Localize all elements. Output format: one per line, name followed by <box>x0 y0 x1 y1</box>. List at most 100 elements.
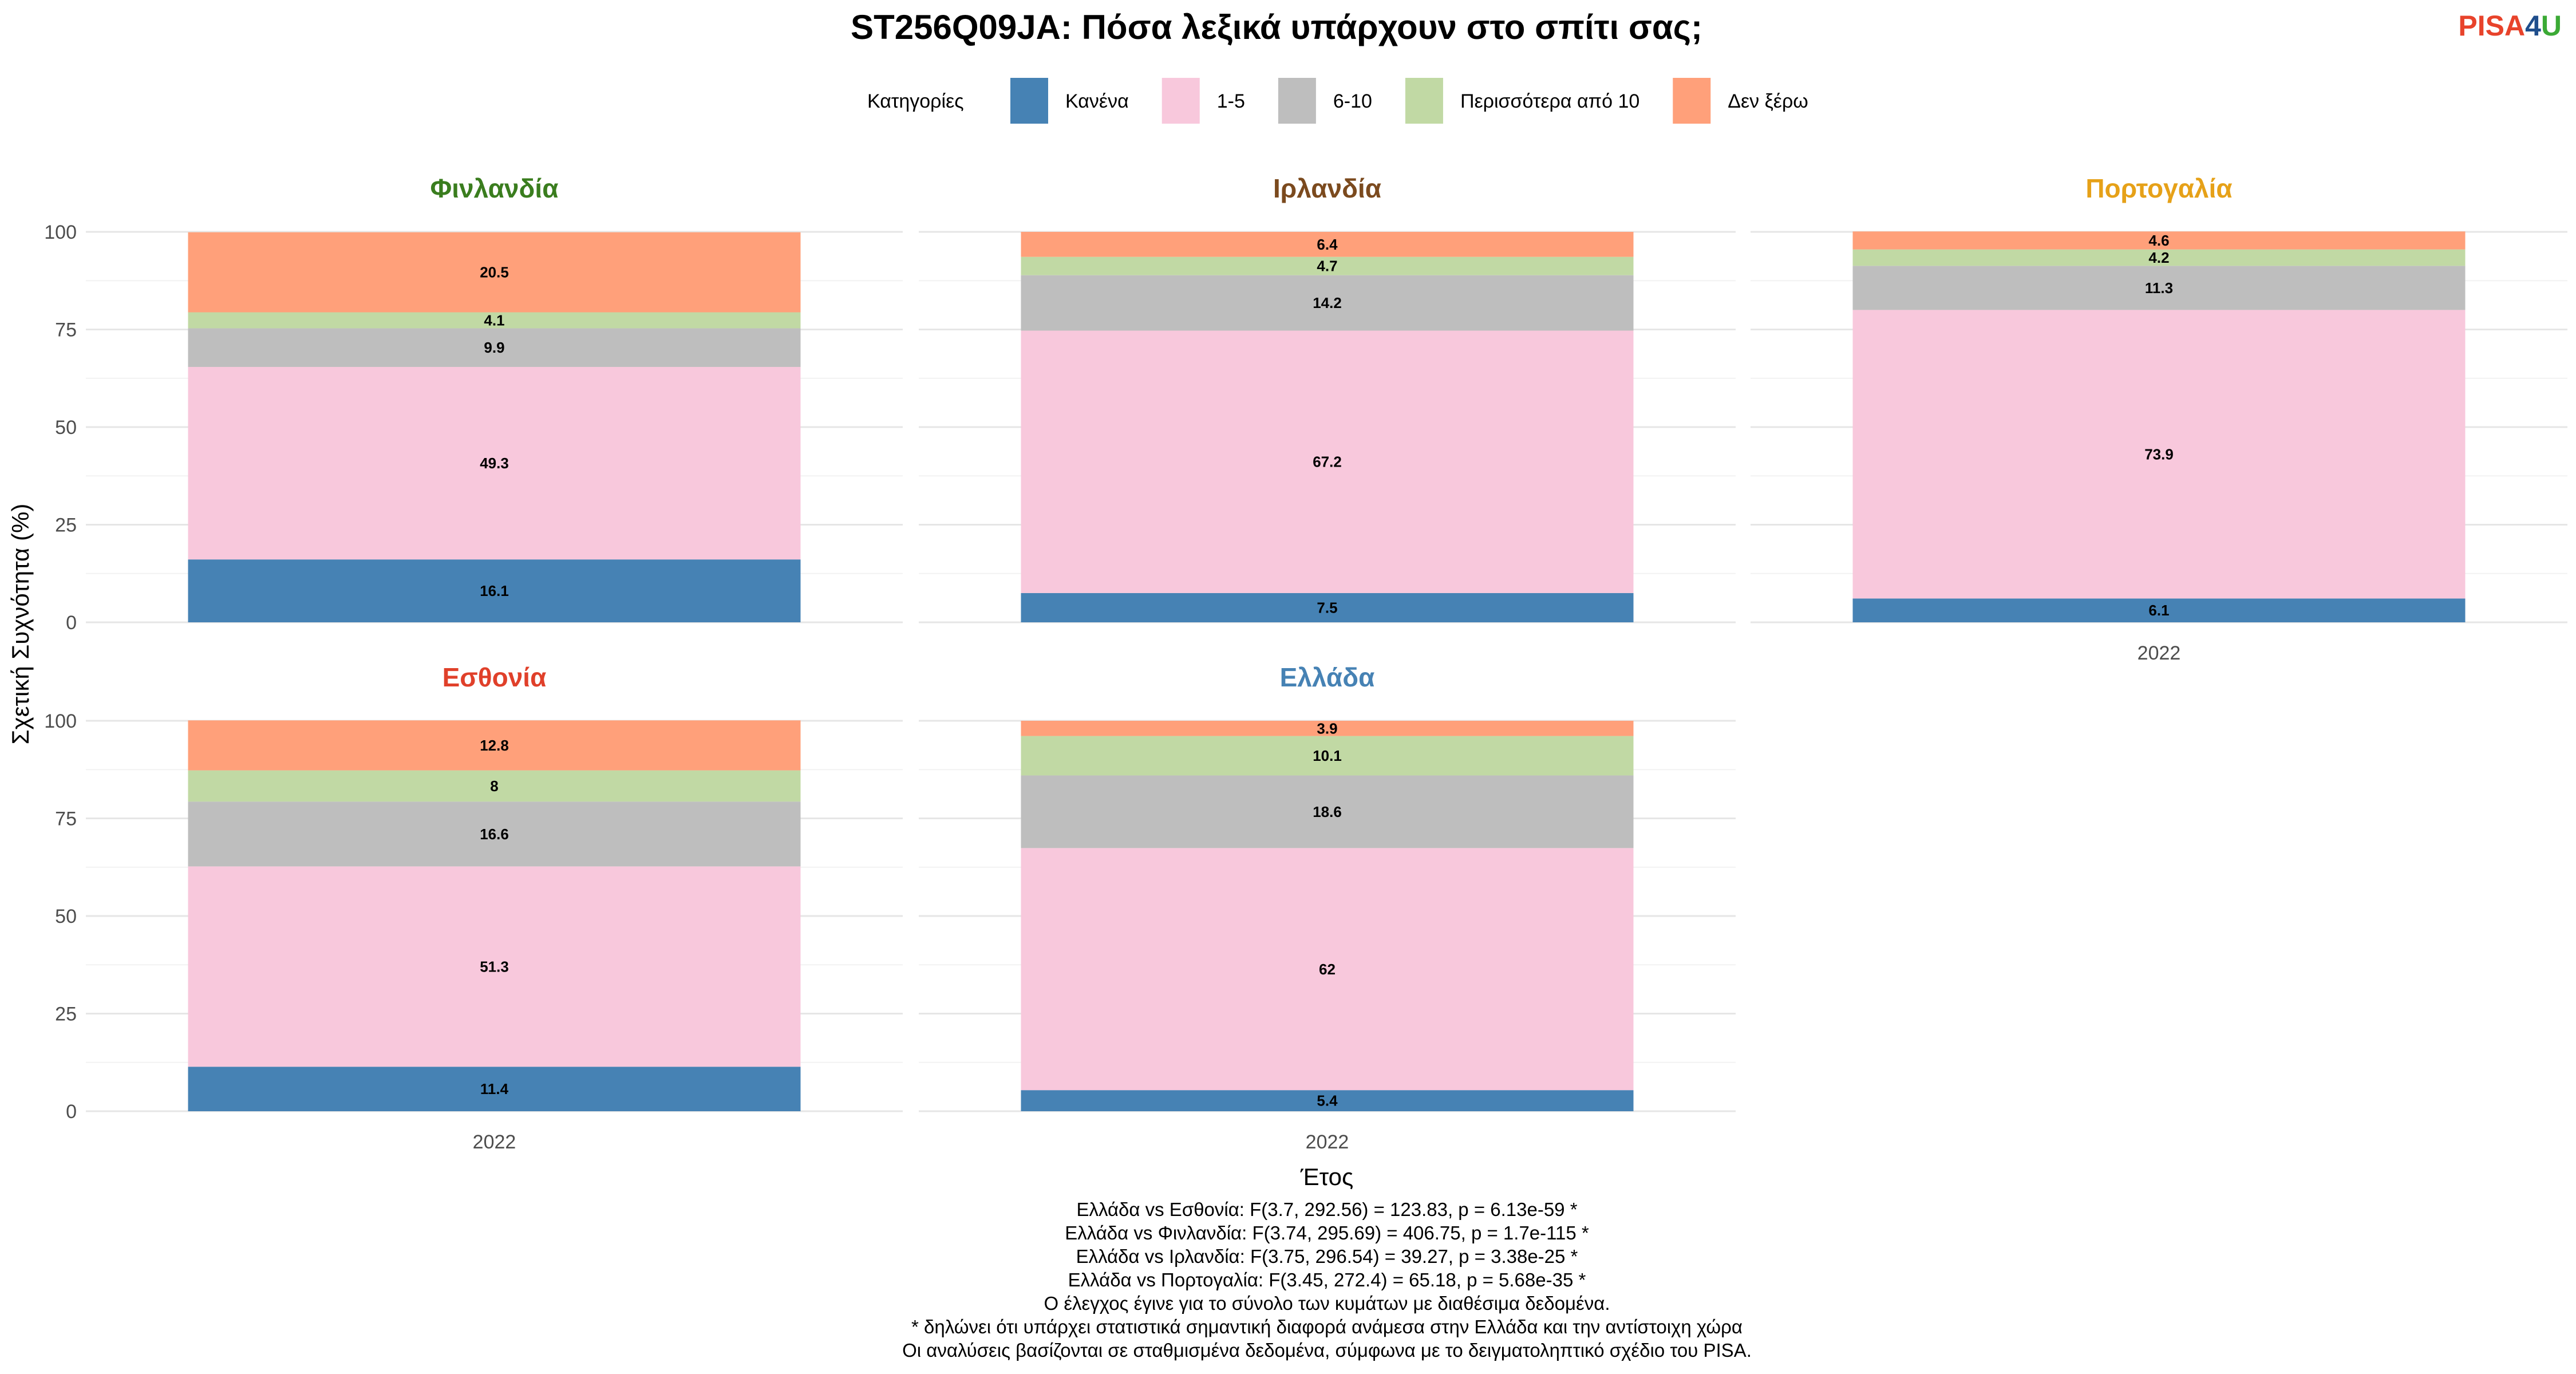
bar-segment <box>1021 275 1634 331</box>
bar-segment <box>1021 775 1634 848</box>
facet-panels: Φινλανδία 0 25 50 75 100 16.1 49.3 9.9 4.1 20.5 Ιρλ… <box>44 173 2567 1153</box>
bar-segment <box>1852 249 2466 266</box>
y-tick-label: 75 <box>55 319 77 341</box>
bar-value-label: 11.3 <box>2145 279 2173 297</box>
bar-segment <box>1021 232 1634 257</box>
chart-title: ST256Q09JA: Πόσα λεξικά υπάρχουν στο σπί… <box>851 8 1702 46</box>
bar-value-label: 3.9 <box>1317 720 1337 737</box>
logo-text-u: U <box>2541 10 2562 42</box>
footnote-line: Ελλάδα vs Πορτογαλία: F(3.45, 272.4) = 6… <box>1068 1269 1586 1290</box>
bar-value-label: 8 <box>490 777 498 795</box>
y-axis-title: Σχετική Συχνότητα (%) <box>7 504 34 745</box>
bar-segment <box>1021 256 1634 275</box>
footnote-line: * δηλώνει ότι υπάρχει στατιστικά σημαντι… <box>911 1316 1743 1337</box>
bar-segment <box>188 312 801 329</box>
y-tick-label: 0 <box>66 1101 77 1123</box>
logo-text-4: 4 <box>2525 10 2541 42</box>
x-tick-label: 2022 <box>2138 642 2181 664</box>
bar-value-label: 4.7 <box>1317 258 1337 275</box>
bar-segment <box>1021 593 1634 622</box>
bar-value-label: 73.9 <box>2144 445 2174 463</box>
legend-title: Κατηγορίες <box>867 90 964 112</box>
footnote-line: Ελλάδα vs Ιρλανδία: F(3.75, 296.54) = 39… <box>1076 1246 1578 1267</box>
bar-segment <box>1021 721 1634 736</box>
x-tick-label: 2022 <box>473 1131 516 1153</box>
bar-value-label: 4.1 <box>484 311 504 329</box>
bar-value-label: 5.4 <box>1317 1092 1338 1110</box>
bar-value-label: 9.9 <box>484 339 504 356</box>
bar-value-label: 6.1 <box>2148 602 2169 619</box>
legend-label-2: 6-10 <box>1333 90 1372 112</box>
bar-value-label: 18.6 <box>1313 803 1342 820</box>
legend: Κατηγορίες Κανένα 1-5 6-10 Περισσότερα από 1… <box>867 78 1808 124</box>
legend-label-0: Κανένα <box>1065 90 1129 112</box>
bar-segment <box>188 559 801 622</box>
bar-value-label: 14.2 <box>1313 294 1342 311</box>
legend-swatch-0 <box>1010 78 1048 124</box>
bar-segment <box>1021 1090 1634 1111</box>
bar-segment <box>188 1067 801 1111</box>
footnotes: Ελλάδα vs Εσθονία: F(3.7, 292.56) = 123.… <box>902 1199 1752 1361</box>
logo-text-pisa: PISA <box>2458 10 2525 42</box>
bar-value-label: 67.2 <box>1313 453 1342 471</box>
panel-title: Ιρλανδία <box>1273 173 1381 203</box>
bar-value-label: 16.1 <box>480 582 509 599</box>
legend-label-1: 1-5 <box>1217 90 1245 112</box>
legend-swatch-1 <box>1161 78 1200 124</box>
panel-title: Πορτογαλία <box>2085 173 2232 203</box>
legend-swatch-3 <box>1405 78 1443 124</box>
x-axis-title: Έτος <box>1300 1163 1354 1190</box>
bar-segment <box>188 232 801 313</box>
y-tick-label: 25 <box>55 515 77 536</box>
bar-value-label: 4.2 <box>2148 249 2169 266</box>
panel-title: Εσθονία <box>442 662 547 692</box>
bar-value-label: 11.4 <box>480 1080 509 1097</box>
y-tick-label: 75 <box>55 808 77 830</box>
y-tick-label: 0 <box>66 612 77 634</box>
bar-value-label: 16.6 <box>480 826 509 843</box>
legend-swatch-2 <box>1278 78 1316 124</box>
bar-value-label: 49.3 <box>480 455 509 472</box>
bar-value-label: 51.3 <box>480 958 509 975</box>
y-tick-label: 100 <box>44 710 77 732</box>
panel-2: Πορτογαλία 6.1 73.9 11.3 4.24.6 2022 <box>1751 173 2567 664</box>
bar-segment <box>188 328 801 367</box>
bar-segment <box>1852 231 2466 250</box>
bar-value-label: 20.5 <box>480 264 509 281</box>
bar-value-label: 10.1 <box>1313 747 1342 764</box>
bar-segment <box>188 366 801 560</box>
y-tick-label: 50 <box>55 906 77 927</box>
panel-3: Εσθονία 0 25 50 75 100 11.4 51.3 16.6 8 12.8 2022 <box>44 662 903 1153</box>
bar-value-label: 7.5 <box>1317 599 1337 616</box>
footnote-line: Οι αναλύσεις βασίζονται σε σταθμισμένα δ… <box>902 1340 1752 1361</box>
legend-label-4: Δεν ξέρω <box>1728 90 1808 112</box>
panel-title: Φινλανδία <box>430 173 559 203</box>
legend-swatch-4 <box>1673 78 1711 124</box>
panel-0: Φινλανδία 0 25 50 75 100 16.1 49.3 9.9 4.1 20.5 <box>44 173 903 634</box>
svg-text:PISA4U: PISA4U <box>2458 10 2562 42</box>
bar-segment <box>1021 848 1634 1091</box>
panel-title: Ελλάδα <box>1280 662 1375 692</box>
bar-segment <box>188 802 801 867</box>
panel-4: Ελλάδα 5.4 62 18.6 10.1 3.9 2022 <box>919 662 1736 1153</box>
y-tick-label: 25 <box>55 1004 77 1025</box>
bar-segment <box>188 866 801 1067</box>
y-tick-label: 50 <box>55 417 77 439</box>
footnote-line: Ο έλεγχος έγινε για το σύνολο των κυμάτω… <box>1044 1293 1610 1314</box>
bar-segment <box>188 770 801 802</box>
bar-value-label: 4.6 <box>2148 232 2169 249</box>
bar-segment <box>188 720 801 771</box>
panel-1: Ιρλανδία 7.5 67.2 14.2 4.7 6.4 <box>919 173 1736 623</box>
x-tick-label: 2022 <box>1306 1131 1349 1153</box>
logo: PISA4U <box>2458 10 2562 42</box>
bar-segment <box>1852 598 2466 622</box>
y-tick-label: 100 <box>44 222 77 243</box>
bar-value-label: 62 <box>1319 961 1336 978</box>
bar-segment <box>1021 330 1634 593</box>
bar-segment <box>1852 310 2466 599</box>
bar-value-label: 6.4 <box>1317 236 1338 253</box>
footnote-line: Ελλάδα vs Εσθονία: F(3.7, 292.56) = 123.… <box>1076 1199 1577 1220</box>
bar-segment <box>1852 266 2466 310</box>
footnote-line: Ελλάδα vs Φινλανδία: F(3.74, 295.69) = 4… <box>1065 1222 1589 1243</box>
